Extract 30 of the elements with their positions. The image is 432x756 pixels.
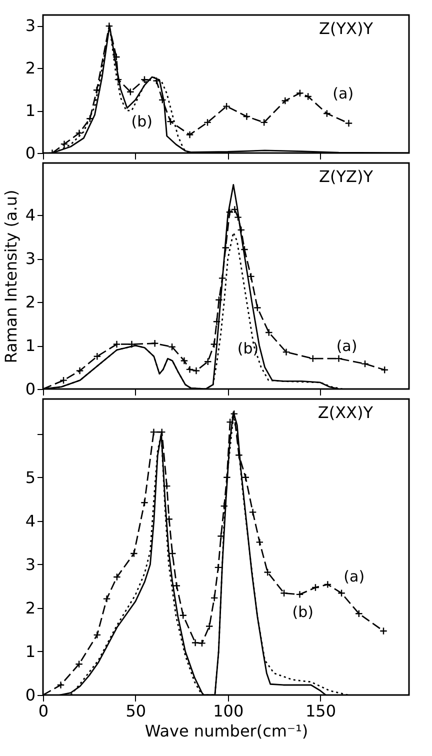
x-tick-label: 100 bbox=[213, 702, 244, 720]
y-tick-label: 4 bbox=[25, 206, 36, 225]
y-tick-label: 3 bbox=[25, 16, 36, 36]
annotation: (a) bbox=[344, 568, 365, 586]
annotation: (b) bbox=[131, 112, 152, 130]
annotation: (b) bbox=[292, 603, 314, 622]
y-tick-label: 2 bbox=[25, 58, 36, 78]
annotation: (a) bbox=[336, 337, 358, 356]
y-tick-label: 0 bbox=[25, 686, 36, 704]
y-tick-label: 5 bbox=[25, 468, 36, 487]
y-tick-label: 2 bbox=[25, 598, 36, 618]
y-tick-label: 0 bbox=[25, 144, 36, 162]
chart-title: Z(YX)Y bbox=[319, 19, 374, 38]
annotation: (b) bbox=[237, 339, 259, 358]
annotation: (a) bbox=[332, 84, 354, 103]
x-axis-title: Wave number(cm⁻¹) bbox=[144, 722, 308, 740]
y-tick-label: 2 bbox=[25, 292, 36, 312]
y-tick-label: 3 bbox=[25, 249, 36, 268]
x-tick-label: 150 bbox=[306, 702, 336, 720]
y-tick-label: 3 bbox=[25, 554, 36, 574]
y-tick-label: 1 bbox=[25, 101, 36, 120]
chart-title: Z(XX)Y bbox=[318, 403, 374, 422]
x-tick-label: 50 bbox=[126, 702, 146, 720]
y-tick-label: 1 bbox=[25, 642, 36, 661]
y-tick-label: 1 bbox=[25, 336, 36, 356]
y-tick-label: 4 bbox=[25, 511, 36, 530]
chart-title: Z(YZ)Y bbox=[319, 167, 374, 186]
y-axis-title: Raman Intensity (a.u) bbox=[1, 190, 20, 364]
x-tick-label: 0 bbox=[38, 702, 49, 720]
y-tick-label: 0 bbox=[25, 380, 36, 398]
